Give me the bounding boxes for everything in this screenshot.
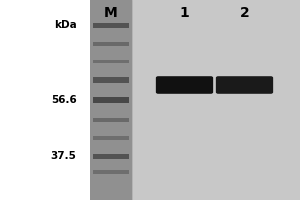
Text: 37.5: 37.5 bbox=[51, 151, 76, 161]
FancyBboxPatch shape bbox=[93, 60, 129, 62]
FancyBboxPatch shape bbox=[93, 136, 129, 140]
FancyBboxPatch shape bbox=[90, 0, 300, 200]
Text: 1: 1 bbox=[180, 6, 189, 20]
FancyBboxPatch shape bbox=[93, 42, 129, 46]
FancyBboxPatch shape bbox=[156, 76, 213, 94]
Text: M: M bbox=[104, 6, 118, 20]
FancyBboxPatch shape bbox=[93, 154, 129, 158]
Text: 56.6: 56.6 bbox=[51, 95, 76, 105]
FancyBboxPatch shape bbox=[90, 0, 132, 200]
FancyBboxPatch shape bbox=[93, 170, 129, 174]
FancyBboxPatch shape bbox=[216, 76, 273, 94]
FancyBboxPatch shape bbox=[93, 118, 129, 122]
FancyBboxPatch shape bbox=[93, 22, 129, 27]
Text: 2: 2 bbox=[240, 6, 249, 20]
FancyBboxPatch shape bbox=[93, 77, 129, 83]
Text: kDa: kDa bbox=[54, 20, 76, 30]
FancyBboxPatch shape bbox=[93, 97, 129, 103]
